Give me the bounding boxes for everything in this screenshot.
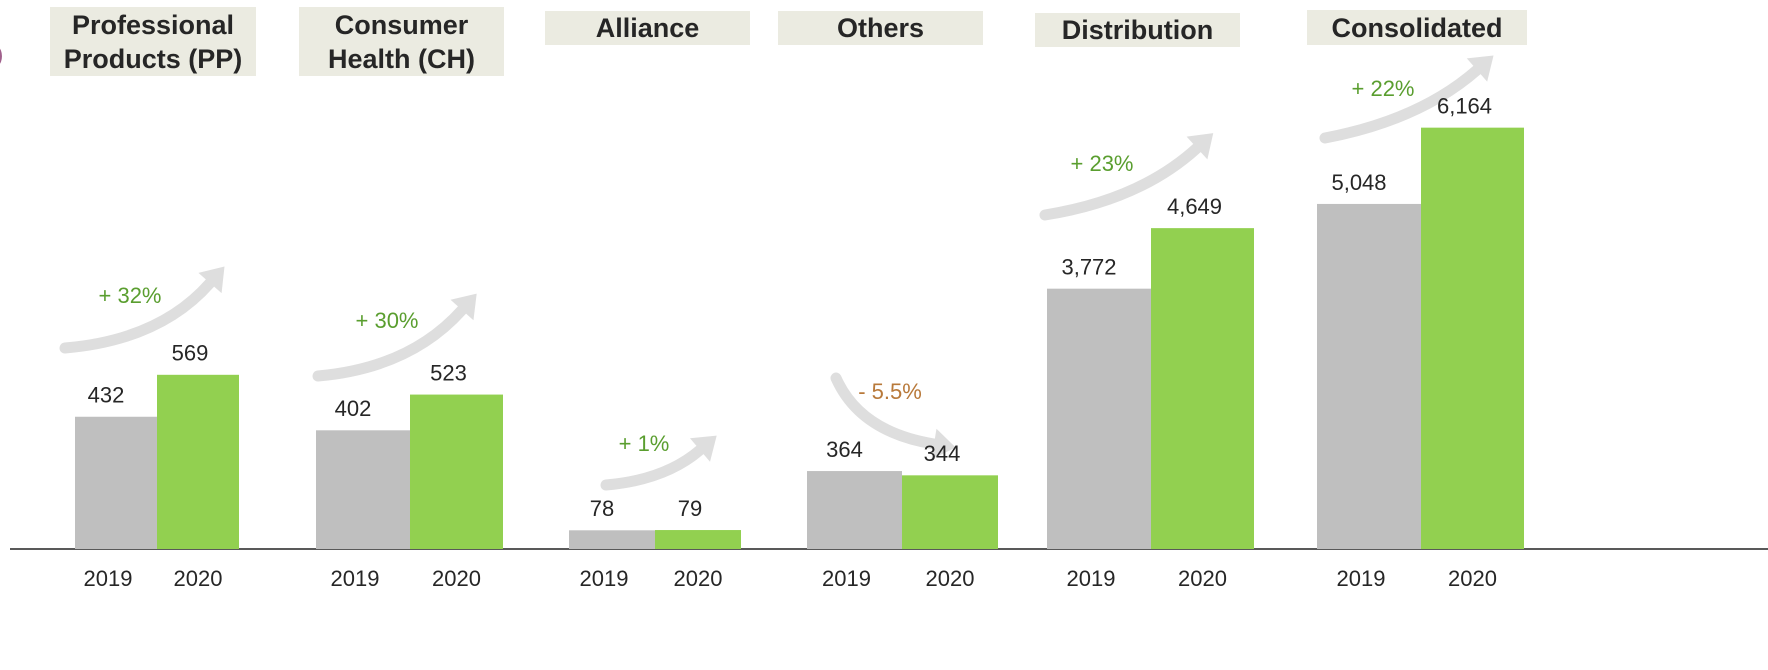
trend-arrow xyxy=(600,444,706,491)
x-tick-label: 2019 xyxy=(580,566,629,591)
bar xyxy=(1317,203,1421,549)
x-tick-label: 2020 xyxy=(432,566,481,591)
growth-label: + 1% xyxy=(619,431,670,456)
value-label: 402 xyxy=(335,396,372,421)
panel-title: Professional Products (PP) xyxy=(50,7,256,76)
panel-title: Consolidated xyxy=(1307,10,1527,45)
bar xyxy=(807,471,902,549)
growth-label: + 23% xyxy=(1071,151,1134,176)
growth-label: - 5.5% xyxy=(858,379,922,404)
value-label: 569 xyxy=(172,341,209,366)
x-tick-label: 2020 xyxy=(1178,566,1227,591)
x-tick-label: 2020 xyxy=(1448,566,1497,591)
bar xyxy=(655,530,741,549)
x-tick-label: 2020 xyxy=(174,566,223,591)
value-label: 523 xyxy=(430,360,467,385)
value-label: 364 xyxy=(826,437,863,462)
bar xyxy=(75,416,157,549)
growth-label: + 30% xyxy=(356,308,419,333)
x-tick-label: 2019 xyxy=(84,566,133,591)
bar xyxy=(1047,288,1151,549)
value-label: 3,772 xyxy=(1061,254,1116,279)
trend-arrow xyxy=(59,277,216,354)
panel-title: Others xyxy=(778,11,983,45)
trend-arrow xyxy=(312,304,468,382)
arrow-head xyxy=(450,293,477,321)
value-label: 6,164 xyxy=(1437,93,1492,118)
x-tick-label: 2019 xyxy=(331,566,380,591)
value-label: 432 xyxy=(88,383,125,408)
arrow-head xyxy=(689,435,717,462)
trend-arrow xyxy=(830,372,940,450)
value-label: 79 xyxy=(678,496,702,521)
panel-title: Distribution xyxy=(1035,13,1240,47)
growth-label: + 22% xyxy=(1352,76,1415,101)
arrow-head xyxy=(198,266,225,294)
arrow-head xyxy=(1466,55,1494,82)
panel-title: Alliance xyxy=(545,11,750,45)
x-tick-label: 2020 xyxy=(674,566,723,591)
bar xyxy=(1421,127,1524,550)
bar xyxy=(157,374,239,549)
bar xyxy=(569,530,655,549)
trend-arrow xyxy=(1039,142,1203,221)
value-label: 4,649 xyxy=(1167,194,1222,219)
bar xyxy=(316,430,410,549)
x-tick-label: 2019 xyxy=(822,566,871,591)
x-tick-label: 2019 xyxy=(1337,566,1386,591)
panel-title: Consumer Health (CH) xyxy=(299,7,504,76)
bar xyxy=(1151,228,1254,549)
cut-text: ) xyxy=(0,42,3,68)
bar xyxy=(410,394,503,549)
bar xyxy=(902,475,998,549)
arrow-head xyxy=(1186,133,1214,160)
arrow-head xyxy=(931,428,956,460)
x-tick-label: 2019 xyxy=(1067,566,1116,591)
value-label: 78 xyxy=(590,496,614,521)
value-label: 344 xyxy=(924,441,961,466)
growth-label: + 32% xyxy=(99,283,162,308)
value-label: 5,048 xyxy=(1331,170,1386,195)
x-tick-label: 2020 xyxy=(926,566,975,591)
trend-arrow xyxy=(1319,64,1483,144)
